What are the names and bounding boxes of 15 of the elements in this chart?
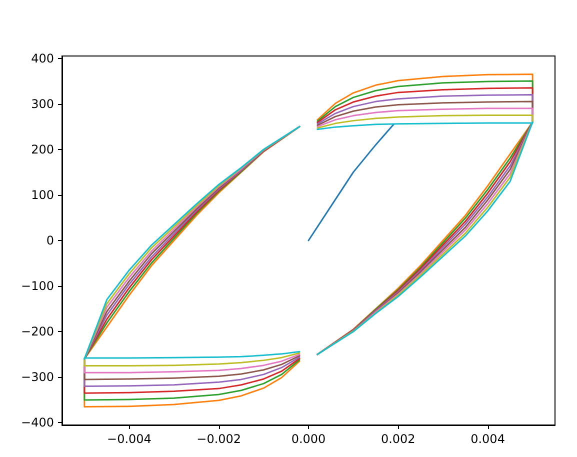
x-tick-label: −0.004 <box>107 432 152 446</box>
x-tick-label: 0.004 <box>470 432 505 446</box>
y-tick-label: 400 <box>31 51 54 66</box>
y-tick-label: 0 <box>46 234 54 248</box>
line-series <box>308 124 394 242</box>
y-tick-label: 200 <box>31 142 54 156</box>
y-tick-label: −300 <box>21 370 54 384</box>
y-tick-label: −100 <box>21 279 54 294</box>
y-tick-label: −200 <box>21 324 54 339</box>
y-tick-label: −400 <box>21 416 54 430</box>
x-tick-label: 0.000 <box>291 432 326 446</box>
y-tick-label: 100 <box>31 188 54 202</box>
x-tick-label: 0.002 <box>380 432 416 446</box>
x-tick-label: −0.002 <box>196 432 242 446</box>
y-tick-label: 300 <box>31 96 54 111</box>
